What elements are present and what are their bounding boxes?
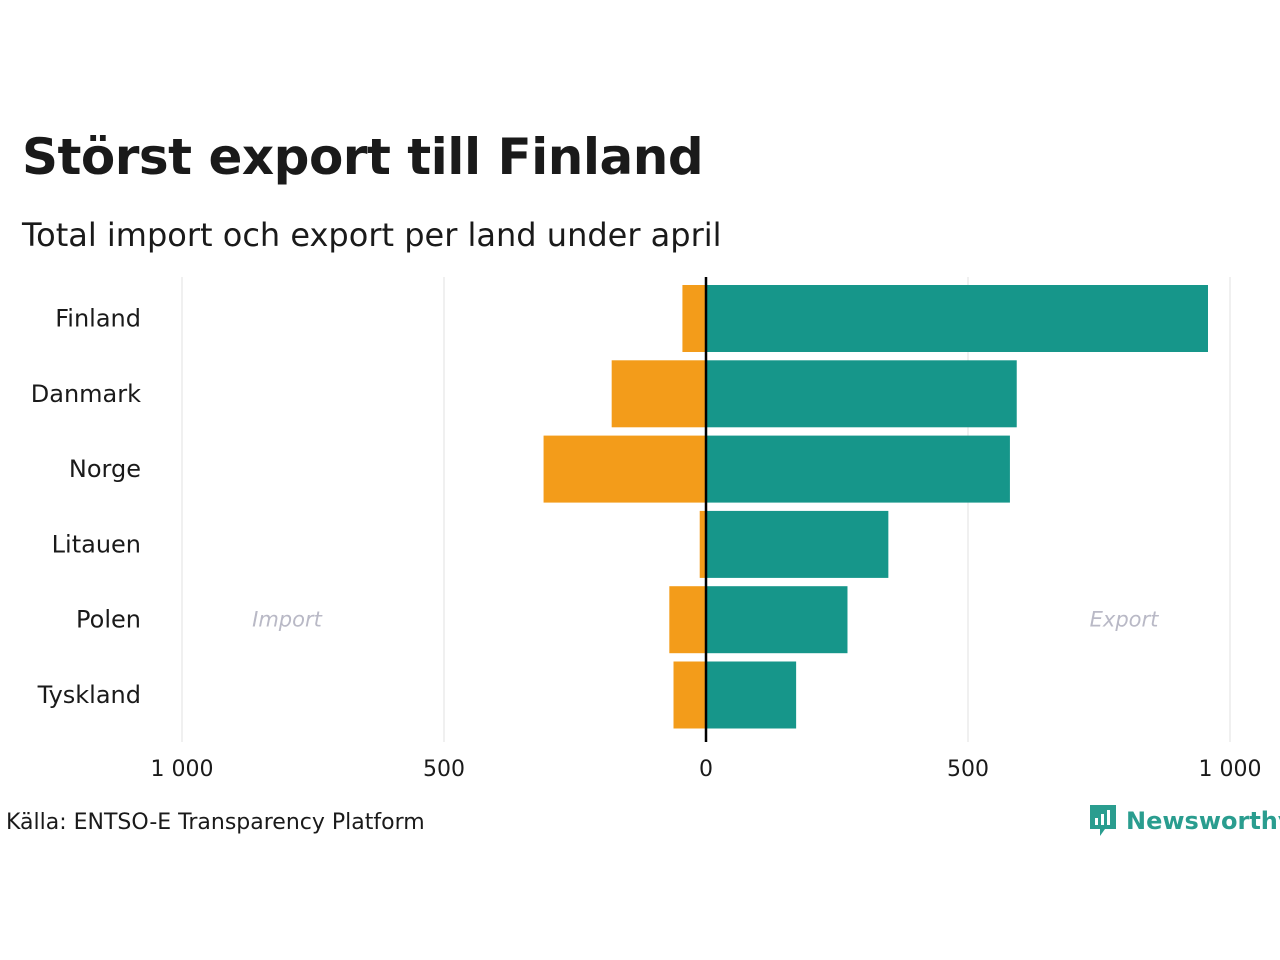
category-label: Finland [55, 305, 141, 333]
x-tick-label: 1 000 [151, 757, 214, 782]
category-label: Danmark [31, 380, 141, 408]
brand-name: Newsworthy [1126, 807, 1280, 835]
import-bar [669, 586, 706, 654]
x-tick-label: 1 000 [1199, 757, 1262, 782]
export-bar [706, 586, 848, 654]
chart-subtitle: Total import och export per land under a… [22, 216, 722, 254]
export-bar [706, 661, 797, 729]
bar-chart-bubble-icon [1090, 805, 1116, 836]
import-bar [699, 510, 706, 578]
export-bar [706, 360, 1017, 428]
chart-title: Störst export till Finland [22, 128, 704, 186]
export-bar [706, 285, 1208, 352]
x-tick-label: 500 [947, 757, 989, 782]
export-bar [706, 510, 889, 578]
import-bar [611, 360, 706, 428]
export-bar [706, 435, 1010, 503]
import-bar [673, 661, 706, 729]
category-label: Tyskland [37, 681, 141, 709]
category-label: Polen [76, 606, 141, 634]
newsworthy-logo: Newsworthy [1088, 803, 1280, 839]
x-tick-label: 0 [699, 757, 713, 782]
export-annotation: Export [1090, 608, 1160, 632]
source-note: Källa: ENTSO-E Transparency Platform [6, 810, 425, 835]
x-tick-label: 500 [423, 757, 465, 782]
category-label: Norge [69, 455, 141, 483]
import-bar [543, 435, 706, 503]
import-annotation: Import [252, 608, 322, 632]
import-bar [682, 285, 706, 352]
category-label: Litauen [52, 530, 141, 558]
diverging-bar-chart: 1 000 500 0 500 1 000 Finland Danmark Norge Lita… [31, 277, 1262, 782]
